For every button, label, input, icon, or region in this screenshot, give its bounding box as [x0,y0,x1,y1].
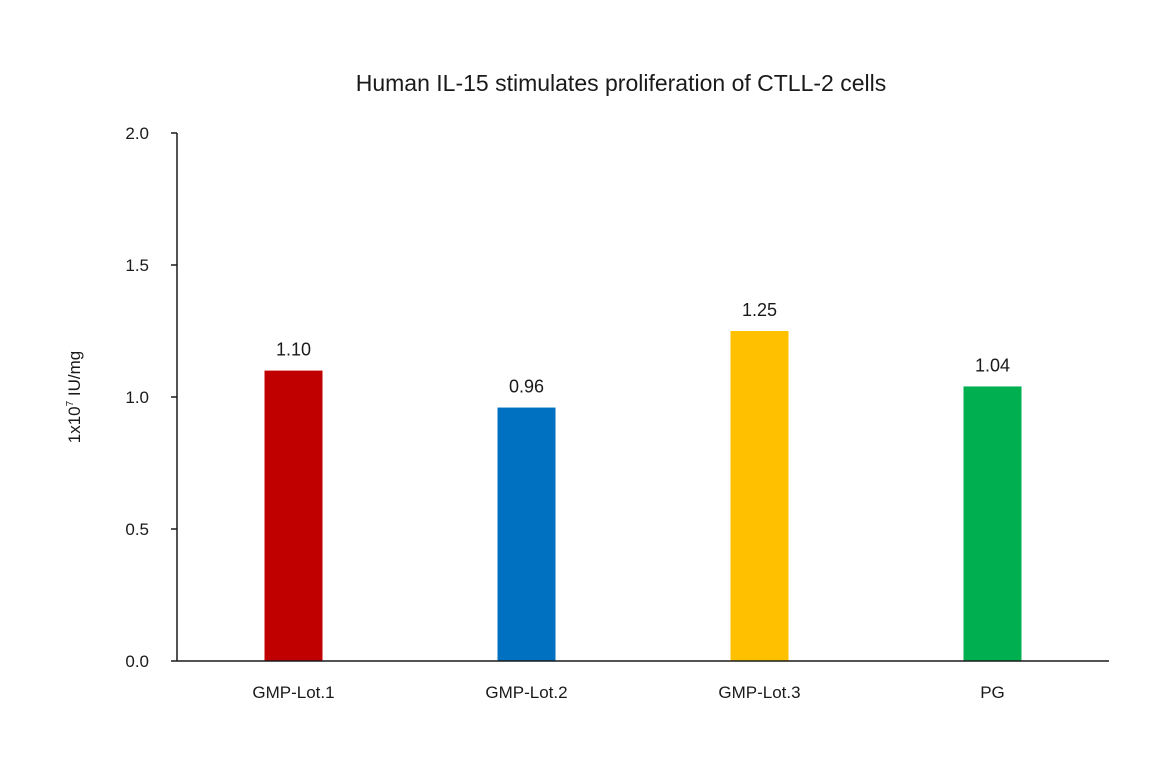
bar [497,407,556,661]
y-axis-ticks: 0.0 0.5 1.0 1.5 2.0 [125,124,177,671]
data-label: 1.10 [276,340,311,360]
x-category-label: GMP-Lot.3 [718,683,800,702]
bars-group [264,331,1022,661]
data-labels: 1.10 0.96 1.25 1.04 [276,300,1010,397]
bar [730,331,789,661]
y-tick-label: 1.5 [125,256,149,275]
data-label: 1.04 [975,355,1010,375]
y-tick-label: 1.0 [125,388,149,407]
x-category-label: PG [980,683,1005,702]
y-axis-label-unit: IU/mg [65,351,84,401]
y-tick-label: 0.5 [125,520,149,539]
x-category-label: GMP-Lot.2 [485,683,567,702]
bar [264,370,323,661]
data-label: 1.25 [742,300,777,320]
y-axis-label: 1x107 IU/mg [65,351,84,444]
y-tick-label: 2.0 [125,124,149,143]
x-axis-categories: GMP-Lot.1 GMP-Lot.2 GMP-Lot.3 PG [252,683,1004,702]
data-label: 0.96 [509,377,544,397]
y-tick-label: 0.0 [125,652,149,671]
y-axis-label-exponent: 7 [65,400,76,406]
bar [963,386,1022,661]
y-axis-label-base: 1x10 [65,406,84,443]
x-category-label: GMP-Lot.1 [252,683,334,702]
chart-title: Human IL-15 stimulates proliferation of … [356,70,887,96]
